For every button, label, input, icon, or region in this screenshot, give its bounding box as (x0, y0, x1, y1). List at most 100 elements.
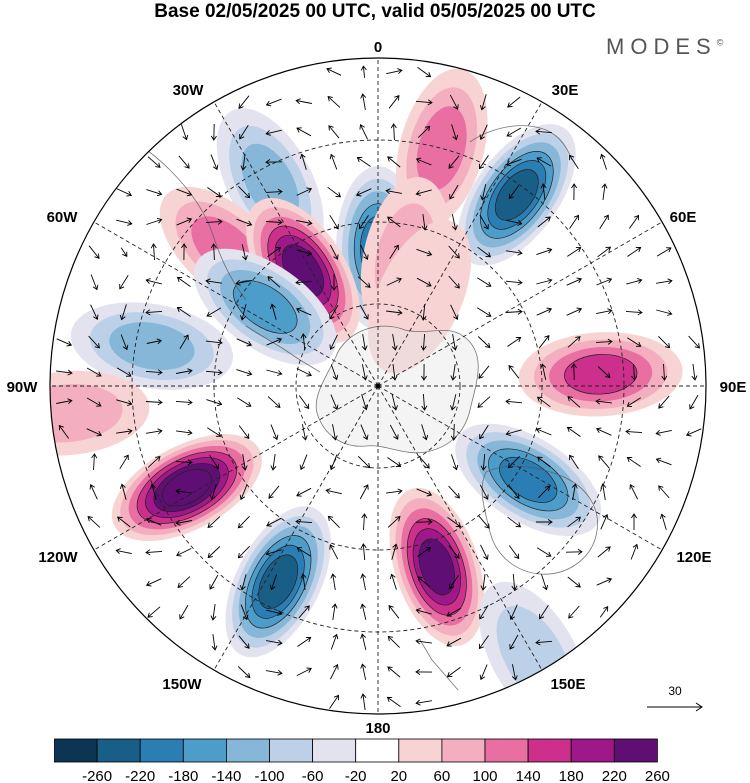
wind-arrow (627, 247, 642, 257)
colorbar-box (441, 738, 486, 763)
wind-arrow (567, 336, 581, 348)
meridian-line (377, 385, 663, 551)
wind-arrow (329, 334, 338, 350)
wind-arrow (176, 368, 193, 375)
wind-arrow (629, 484, 639, 500)
wind-arrow (658, 335, 671, 349)
wind-arrow (329, 153, 338, 170)
wind-arrow (145, 278, 162, 285)
wind-arrow (329, 304, 339, 320)
wind-arrow (357, 276, 371, 288)
wind-arrow (240, 604, 249, 621)
wind-arrow (145, 369, 163, 376)
wind-arrow (415, 638, 432, 645)
anomaly-center (111, 434, 262, 542)
wind-arrow (147, 606, 161, 618)
wind-arrow (567, 396, 581, 408)
wind-arrow (359, 484, 369, 500)
wind-arrow (298, 395, 310, 410)
wind-arrow (566, 277, 583, 286)
wind-arrow (479, 604, 489, 620)
wind-arrow (360, 633, 367, 650)
wind-arrow (56, 369, 73, 376)
wind-arrow (448, 545, 460, 559)
wind-arrow (179, 604, 189, 620)
wind-arrow (238, 95, 250, 109)
wind-arrow (421, 424, 429, 441)
colorbar-box (484, 738, 529, 763)
wind-arrow (301, 424, 308, 441)
anomaly-center (389, 487, 485, 646)
wind-arrow (86, 367, 102, 377)
wind-arrow (480, 574, 487, 591)
wind-arrow (420, 333, 427, 351)
wind-arrow (597, 246, 612, 258)
wind-arrow (210, 123, 217, 141)
wind-arrow (421, 363, 427, 381)
wind-arrow (149, 483, 157, 500)
wind-arrow (329, 694, 339, 709)
wind-arrow (91, 453, 98, 471)
wind-arrow (390, 123, 397, 141)
wind-arrow (601, 183, 608, 200)
wind-arrow (449, 94, 459, 110)
wind-arrow (238, 635, 250, 649)
colorbar-box (355, 738, 400, 763)
wind-arrow (266, 609, 283, 616)
wind-arrow (239, 124, 249, 140)
wind-arrow (415, 99, 433, 106)
wind-arrow (325, 488, 342, 495)
wind-arrow (88, 335, 100, 349)
wind-arrow (691, 364, 698, 381)
wind-arrow (505, 158, 522, 167)
lon-label-0: 0 (374, 39, 382, 56)
wind-arrow (655, 457, 672, 466)
wind-arrow (87, 516, 101, 528)
wind-arrow (385, 188, 402, 195)
lon-label-90w: 90W (7, 379, 39, 396)
wind-arrow (476, 277, 492, 287)
colorbar-boxes (54, 738, 658, 763)
anomaly-center (70, 302, 233, 390)
wind-arrow (181, 243, 187, 261)
wind-arrow (508, 185, 520, 200)
wind-arrow (536, 396, 551, 408)
wind-arrow (415, 189, 432, 196)
wind-arrow (415, 518, 433, 525)
wind-arrow (391, 543, 399, 560)
wind-arrow (176, 307, 191, 317)
wind-arrow (267, 396, 281, 408)
vector-reference-arrow (647, 702, 703, 712)
wind-arrow (299, 454, 308, 471)
lon-label-60e: 60E (670, 209, 697, 226)
wind-arrow (566, 426, 581, 437)
wind-arrow (387, 516, 401, 528)
wind-arrow (176, 548, 192, 557)
wind-arrow (116, 367, 132, 377)
wind-arrow (205, 339, 223, 346)
colorbar-box (398, 738, 443, 763)
wind-arrow (535, 639, 553, 646)
wind-arrow (418, 455, 430, 469)
lon-label-30w: 30W (173, 82, 205, 99)
wind-arrow (511, 664, 518, 681)
wind-arrow (630, 543, 639, 560)
wind-arrow (266, 337, 283, 346)
wind-arrow (658, 395, 670, 409)
wind-arrow (329, 244, 339, 260)
wind-arrow (205, 369, 223, 376)
antarctic-peninsula-outline (245, 325, 321, 373)
anomaly-contour (258, 554, 299, 610)
wind-arrow (571, 183, 578, 201)
wind-arrow (295, 98, 312, 105)
wind-arrow (417, 546, 432, 557)
wind-arrow (360, 573, 367, 590)
south-pole-marker (375, 383, 381, 389)
wind-arrow (389, 573, 397, 590)
wind-arrow (89, 483, 98, 500)
wind-arrow (387, 666, 401, 678)
wind-arrow (386, 488, 403, 495)
wind-arrow (360, 603, 367, 620)
anomaly-center (246, 198, 360, 343)
wind-arrow (480, 184, 487, 201)
